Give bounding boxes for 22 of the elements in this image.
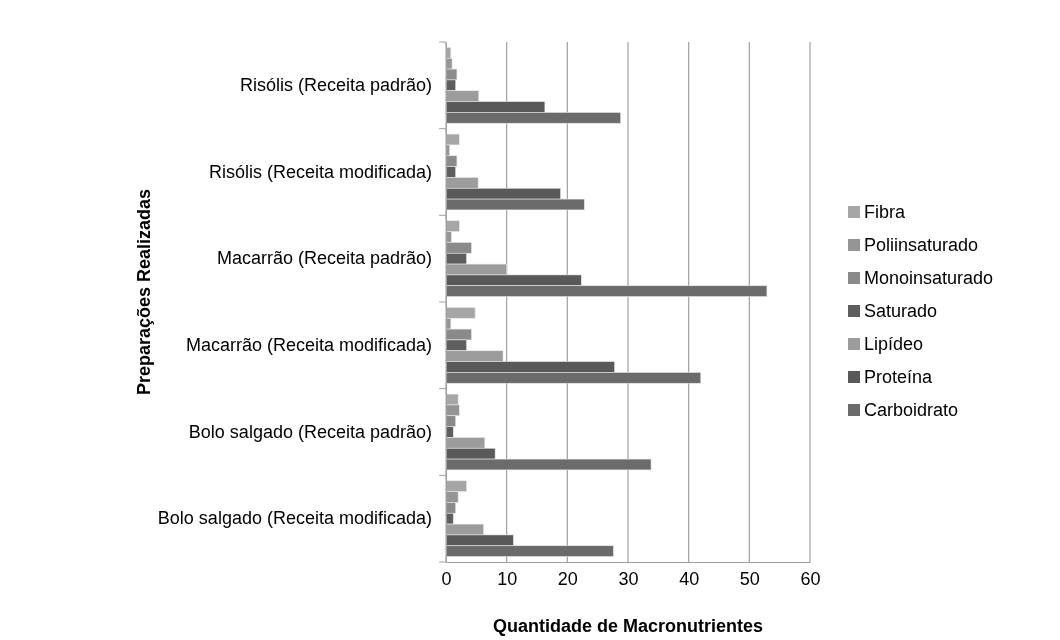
y-tick-label: Risólis (Receita modificada) bbox=[208, 161, 432, 182]
legend-label: Proteína bbox=[864, 367, 934, 387]
legend-label: Monoinsaturado bbox=[864, 268, 994, 288]
x-tick-label: 60 bbox=[800, 568, 821, 589]
y-tick-label: Macarrão (Receita padrão) bbox=[216, 248, 432, 269]
y-tick-label: Bolo salgado (Receita modificada) bbox=[157, 508, 432, 529]
legend-label: Lipídeo bbox=[864, 334, 924, 354]
x-tick-label: 20 bbox=[557, 568, 578, 589]
y-tick-label: Bolo salgado (Receita padrão) bbox=[188, 421, 432, 442]
x-tick-label: 10 bbox=[497, 568, 518, 589]
x-tick-label: 0 bbox=[441, 568, 452, 589]
x-tick-label: 30 bbox=[618, 568, 639, 589]
legend-label: Saturado bbox=[864, 301, 938, 321]
x-tick-label: 50 bbox=[739, 568, 760, 589]
x-axis-title: Quantidade de Macronutrientes bbox=[492, 616, 764, 636]
x-tick-label: 40 bbox=[679, 568, 700, 589]
y-axis-title: Preparações Realizadas bbox=[134, 188, 154, 396]
legend-label: Carboidrato bbox=[864, 400, 959, 420]
legend-label: Poliinsaturado bbox=[864, 235, 979, 255]
y-tick-label: Macarrão (Receita modificada) bbox=[185, 335, 432, 356]
y-tick-label: Risólis (Receita padrão) bbox=[239, 75, 432, 96]
legend-label: Fibra bbox=[864, 202, 906, 222]
